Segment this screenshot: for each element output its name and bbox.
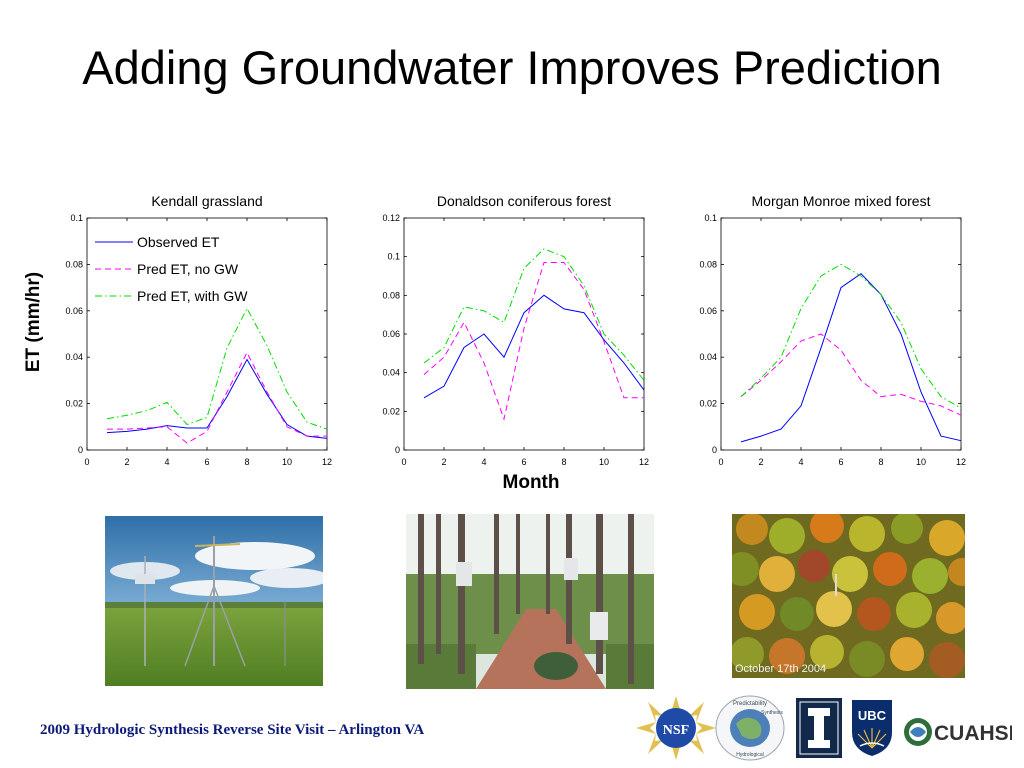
nsf-logo: NSF [636, 696, 716, 760]
plot-area [720, 217, 962, 451]
shared-x-axis-label: Month [502, 472, 560, 493]
chart-2: Morgan Monroe mixed forest 0 2 4 6 8 10 12 0 0.02… [699, 193, 966, 467]
series-line-dashdot [106, 307, 328, 430]
x-tick-label: 2 [124, 457, 129, 467]
x-tick-label: 12 [639, 457, 649, 467]
x-tick-label: 12 [322, 457, 332, 467]
series-line-dashdot [740, 263, 962, 409]
x-tick-label: 10 [599, 457, 609, 467]
chart-0: Kendall grassland 0 2 4 6 8 10 12 0 0.02 0.04 0.06 0… [65, 193, 332, 467]
photo-caption: October 17th 2004 [735, 663, 826, 675]
x-tick-label: 4 [164, 457, 169, 467]
series-line-dashed [740, 333, 962, 416]
grassland-site-photo [105, 516, 323, 686]
series-line-dashed [107, 351, 327, 444]
y-tick-label: 0.04 [382, 368, 400, 378]
legend-label: Observed ET [137, 234, 220, 250]
y-tick-label: 0.1 [704, 213, 717, 223]
et-charts: Kendall grassland 0 2 4 6 8 10 12 0 0.02 0.04 0.06 0… [65, 193, 966, 467]
x-tick-label: 6 [204, 457, 209, 467]
illinois-logo [796, 698, 842, 758]
x-tick-label: 2 [758, 457, 763, 467]
x-tick-label: 2 [441, 457, 446, 467]
cuahsi-logo-text: CUAHSI [934, 722, 1012, 745]
nsf-logo-text: NSF [663, 723, 689, 738]
chart-1: Donaldson coniferous forest 0 2 4 6 8 10 12 0 0.0… [382, 193, 649, 467]
y-tick-label: 0 [395, 445, 400, 455]
slide-title: Adding Groundwater Improves Prediction [82, 41, 942, 94]
footer-text: 2009 Hydrologic Synthesis Reverse Site V… [40, 722, 425, 738]
x-tick-label: 0 [84, 457, 89, 467]
y-tick-label: 0.1 [387, 252, 400, 262]
x-tick-label: 4 [798, 457, 803, 467]
series-line-dashdot [423, 248, 645, 381]
series-line-dashed [423, 262, 644, 421]
chart-title: Donaldson coniferous forest [437, 193, 611, 209]
chart-title: Morgan Monroe mixed forest [752, 193, 931, 209]
chart-legend: Observed ET Pred ET, no GW Pred ET, with G… [95, 234, 248, 304]
x-tick-label: 8 [244, 457, 249, 467]
mixed-forest-site-photo: October 17th 2004 [732, 514, 965, 678]
legend-label: Pred ET, no GW [137, 261, 239, 277]
ubc-logo: UBC [850, 698, 894, 758]
synthesis-logo: Predictability Synthesis Hydrological [712, 694, 788, 762]
x-tick-label: 8 [878, 457, 883, 467]
y-tick-label: 0.02 [65, 399, 83, 409]
legend-label: Pred ET, with GW [137, 288, 248, 304]
y-tick-label: 0 [78, 445, 83, 455]
y-tick-label: 0.1 [70, 213, 83, 223]
y-tick-label: 0.12 [382, 213, 400, 223]
y-tick-label: 0.08 [699, 259, 717, 269]
y-tick-label: 0.02 [382, 406, 400, 416]
x-tick-label: 6 [838, 457, 843, 467]
chart-title: Kendall grassland [151, 193, 262, 209]
x-tick-label: 4 [481, 457, 486, 467]
cuahsi-logo: CUAHSI [900, 712, 1015, 752]
x-tick-label: 0 [718, 457, 723, 467]
x-tick-label: 12 [956, 457, 966, 467]
plot-area [86, 217, 328, 451]
synthesis-text: Synthesis [761, 710, 783, 716]
predictability-text: Predictability [733, 701, 767, 707]
y-tick-label: 0.06 [699, 306, 717, 316]
y-tick-label: 0.08 [382, 290, 400, 300]
y-tick-label: 0.06 [65, 306, 83, 316]
x-tick-label: 6 [521, 457, 526, 467]
y-tick-label: 0 [712, 445, 717, 455]
y-tick-label: 0.08 [65, 259, 83, 269]
series-line-solid [740, 273, 962, 443]
y-tick-label: 0.02 [699, 399, 717, 409]
hydrological-text: Hydrological [736, 752, 764, 758]
y-tick-label: 0.04 [65, 352, 83, 362]
series-line-solid [423, 294, 645, 399]
coniferous-forest-site-photo [406, 514, 654, 689]
y-tick-label: 0.04 [699, 352, 717, 362]
ubc-logo-text: UBC [858, 708, 887, 723]
x-tick-label: 8 [561, 457, 566, 467]
x-tick-label: 0 [401, 457, 406, 467]
x-tick-label: 10 [282, 457, 292, 467]
y-tick-label: 0.06 [382, 329, 400, 339]
plot-area [403, 217, 645, 451]
x-tick-label: 10 [916, 457, 926, 467]
shared-y-axis-label: ET (mm/hr) [23, 271, 44, 373]
